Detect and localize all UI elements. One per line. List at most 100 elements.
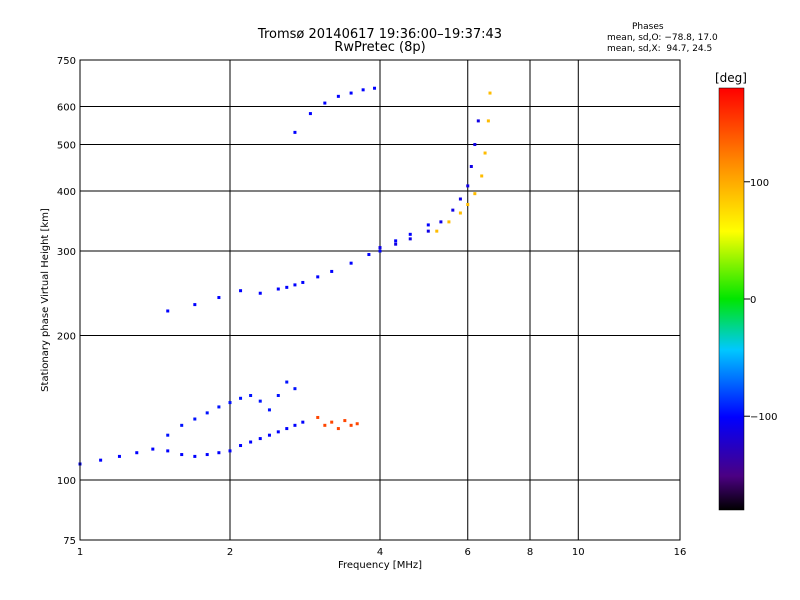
data-point bbox=[435, 229, 439, 233]
data-point bbox=[249, 440, 253, 444]
data-point bbox=[301, 420, 305, 424]
data-point bbox=[217, 405, 221, 409]
data-point bbox=[426, 229, 430, 233]
data-point bbox=[439, 220, 443, 224]
series-f2-o-trace bbox=[378, 119, 480, 250]
echo-points bbox=[78, 86, 492, 466]
data-point bbox=[193, 454, 197, 458]
data-point bbox=[394, 239, 398, 243]
data-point bbox=[228, 401, 232, 405]
data-point bbox=[239, 396, 243, 400]
phases-x-stats: mean, sd,X: 94.7, 24.5 bbox=[607, 44, 713, 54]
data-point bbox=[258, 291, 262, 295]
x-tick-label: 8 bbox=[527, 547, 533, 558]
x-tick-label: 2 bbox=[227, 547, 233, 558]
data-point bbox=[180, 423, 184, 427]
data-point bbox=[349, 261, 353, 265]
data-point bbox=[480, 174, 484, 178]
data-point bbox=[267, 408, 271, 412]
y-tick-label: 100 bbox=[57, 476, 76, 487]
colorbar-tick-label: 0 bbox=[750, 295, 756, 306]
data-point bbox=[217, 296, 221, 300]
data-point bbox=[166, 309, 170, 313]
data-point bbox=[316, 275, 320, 279]
y-axis-label: Stationary phase Virtual Height [km] bbox=[40, 208, 51, 392]
plot-frame bbox=[79, 59, 681, 541]
data-point bbox=[488, 91, 492, 95]
data-point bbox=[285, 380, 289, 384]
data-point bbox=[408, 232, 412, 236]
data-point bbox=[193, 417, 197, 421]
data-point bbox=[293, 387, 297, 391]
data-point bbox=[301, 280, 305, 284]
phases-o-stats: mean, sd,O: −78.8, 17.0 bbox=[607, 33, 718, 43]
data-point bbox=[217, 451, 221, 455]
x-tick-label: 6 bbox=[465, 547, 471, 558]
colorbar-tick-label: 100 bbox=[750, 178, 769, 189]
x-tick-label: 1 bbox=[77, 547, 83, 558]
data-point bbox=[323, 101, 327, 105]
data-point bbox=[378, 249, 382, 253]
phases-title: Phases bbox=[632, 22, 664, 32]
series-f2-x-trace bbox=[435, 91, 492, 233]
x-axis-ticks: 1 2 4 6 8 10 16 bbox=[77, 547, 687, 558]
data-point bbox=[316, 415, 320, 419]
data-point bbox=[336, 94, 340, 98]
data-point bbox=[476, 119, 480, 123]
data-point bbox=[228, 449, 232, 453]
data-point bbox=[239, 289, 243, 293]
data-point bbox=[276, 394, 280, 398]
y-tick-label: 200 bbox=[57, 332, 76, 343]
y-tick-label: 300 bbox=[57, 247, 76, 258]
colorbar-label: [deg] bbox=[715, 71, 747, 85]
colorbar-ticks: 100 0 −100 bbox=[744, 178, 777, 423]
y-axis-ticks: 75 100 200 300 400 500 600 750 bbox=[57, 56, 76, 547]
colorbar bbox=[718, 87, 745, 511]
x-axis-label: Frequency [MHz] bbox=[338, 560, 422, 571]
y-tick-label: 75 bbox=[63, 536, 76, 547]
x-tick-label: 16 bbox=[674, 547, 687, 558]
data-point bbox=[99, 458, 103, 462]
data-point bbox=[349, 423, 353, 427]
x-tick-label: 10 bbox=[572, 547, 585, 558]
series-es-x-trace bbox=[316, 415, 359, 431]
data-point bbox=[267, 433, 271, 437]
data-point bbox=[193, 303, 197, 307]
series-e-layer-spread bbox=[166, 380, 297, 437]
data-point bbox=[408, 237, 412, 241]
data-point bbox=[258, 437, 262, 441]
data-point bbox=[349, 91, 353, 95]
data-point bbox=[343, 419, 347, 423]
y-tick-label: 500 bbox=[57, 141, 76, 152]
data-point bbox=[394, 242, 398, 246]
data-point bbox=[285, 285, 289, 289]
y-tick-label: 750 bbox=[57, 56, 76, 67]
data-point bbox=[447, 220, 451, 224]
data-point bbox=[293, 423, 297, 427]
data-point bbox=[367, 253, 371, 257]
data-point bbox=[486, 119, 490, 123]
data-point bbox=[135, 451, 139, 455]
data-point bbox=[166, 433, 170, 437]
data-point bbox=[330, 420, 334, 424]
data-point bbox=[276, 287, 280, 291]
data-point bbox=[151, 447, 155, 451]
data-point bbox=[458, 197, 462, 201]
data-point bbox=[473, 143, 477, 147]
data-point bbox=[483, 151, 487, 155]
series-f1-trace bbox=[166, 223, 430, 313]
data-point bbox=[458, 211, 462, 215]
data-point bbox=[166, 449, 170, 453]
data-point bbox=[258, 399, 262, 403]
data-point bbox=[355, 422, 359, 426]
data-point bbox=[466, 184, 470, 188]
data-point bbox=[473, 192, 477, 196]
data-point bbox=[293, 283, 297, 287]
data-point bbox=[117, 454, 121, 458]
data-point bbox=[330, 269, 334, 273]
data-point bbox=[469, 164, 473, 168]
data-point bbox=[180, 453, 184, 457]
data-point bbox=[361, 88, 365, 92]
colorbar-tick-label: −100 bbox=[750, 412, 777, 423]
